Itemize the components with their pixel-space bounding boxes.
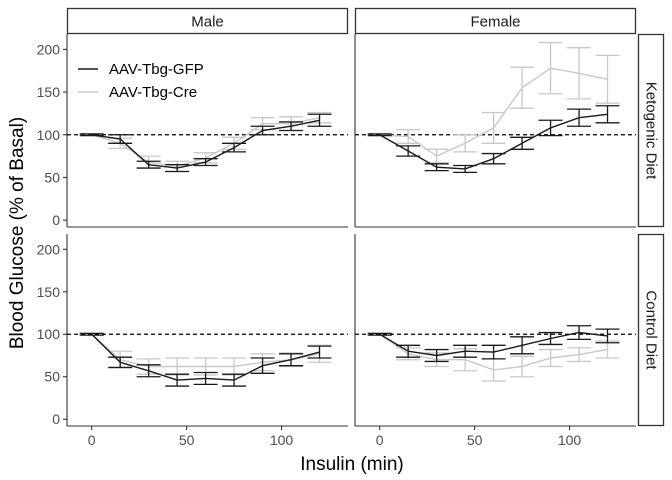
error-bar-aav-tbg-cre-75	[510, 355, 535, 378]
error-bar-aav-tbg-gfp-105	[279, 353, 304, 367]
error-bar-aav-tbg-cre-90	[538, 41, 563, 95]
error-bar-aav-tbg-gfp-0	[367, 332, 392, 336]
error-bar-aav-tbg-gfp-45	[453, 164, 478, 173]
x-tick-label: 50	[179, 432, 195, 448]
error-bar-aav-tbg-gfp-105	[279, 121, 304, 132]
y-tick-label: 200	[37, 241, 61, 257]
error-bar-aav-tbg-gfp-60	[481, 344, 506, 360]
error-bar-aav-tbg-gfp-45	[165, 164, 190, 173]
panel-male-control-diet	[66, 234, 348, 427]
panel-female-control-diet	[354, 234, 636, 427]
error-bar-aav-tbg-gfp-15	[396, 344, 421, 358]
strip-ketogenic-diet	[637, 33, 665, 228]
panel-female-ketogenic-diet	[354, 34, 636, 228]
x-tick-label: 0	[88, 432, 96, 448]
legend-entry-aav-tbg-cre: AAV-Tbg-Cre	[78, 84, 197, 101]
error-bar-aav-tbg-cre-120	[595, 54, 620, 104]
error-bar-aav-tbg-cre-105	[567, 347, 592, 363]
error-bar-aav-tbg-cre-75	[510, 66, 535, 109]
series-aav-tbg-gfp	[367, 105, 620, 173]
error-bar-aav-tbg-gfp-75	[222, 373, 247, 387]
legend: AAV-Tbg-GFP AAV-Tbg-Cre	[78, 61, 204, 101]
legend-label-aav-tbg-gfp: AAV-Tbg-GFP	[109, 61, 204, 78]
error-bar-aav-tbg-gfp-90	[250, 357, 275, 374]
error-bar-aav-tbg-cre-15	[396, 128, 421, 144]
error-bar-aav-tbg-cre-60	[481, 111, 506, 144]
x-tick-label: 100	[270, 432, 294, 448]
series-aav-tbg-cre	[367, 41, 620, 164]
error-bar-aav-tbg-cre-45	[453, 134, 478, 153]
error-bar-aav-tbg-cre-105	[567, 47, 592, 100]
error-bar-aav-tbg-gfp-0	[367, 133, 392, 137]
series-aav-tbg-gfp	[79, 113, 332, 173]
series-aav-tbg-gfp	[367, 325, 620, 363]
x-tick-label: 0	[376, 432, 384, 448]
error-bar-aav-tbg-gfp-120	[595, 328, 620, 344]
x-tick-label: 100	[558, 432, 582, 448]
error-bar-aav-tbg-cre-30	[424, 148, 449, 164]
error-bar-aav-tbg-gfp-120	[307, 113, 332, 127]
strip-label-male: Male	[191, 14, 224, 31]
error-bar-aav-tbg-gfp-75	[510, 136, 535, 150]
error-bar-aav-tbg-gfp-60	[193, 371, 218, 386]
y-tick-label: 200	[37, 41, 61, 57]
error-bar-aav-tbg-gfp-90	[250, 125, 275, 136]
y-tick-label: 50	[44, 169, 60, 185]
strip-label-female: Female	[470, 14, 520, 31]
error-bar-aav-tbg-cre-60	[481, 358, 506, 382]
x-tick-label: 50	[467, 432, 483, 448]
error-bar-aav-tbg-gfp-120	[307, 345, 332, 359]
error-bar-aav-tbg-gfp-105	[567, 325, 592, 340]
error-bar-aav-tbg-gfp-45	[453, 344, 478, 358]
error-bar-aav-tbg-gfp-75	[510, 336, 535, 355]
error-bar-aav-tbg-gfp-90	[538, 119, 563, 137]
error-bar-aav-tbg-gfp-120	[595, 105, 620, 124]
error-bar-aav-tbg-gfp-30	[424, 163, 449, 172]
y-tick-label: 150	[37, 284, 61, 300]
error-bar-aav-tbg-gfp-60	[193, 158, 218, 167]
y-tick-label: 50	[44, 369, 60, 385]
y-tick-label: 100	[37, 127, 61, 143]
legend-label-aav-tbg-cre: AAV-Tbg-Cre	[109, 84, 197, 101]
error-bar-aav-tbg-gfp-30	[136, 364, 161, 378]
y-tick-label: 100	[37, 326, 61, 342]
y-axis-title: Blood Glucose (% of Basal)	[7, 117, 28, 349]
error-bar-aav-tbg-gfp-60	[481, 152, 506, 165]
error-bar-aav-tbg-gfp-30	[424, 348, 449, 363]
error-bar-aav-tbg-cre-120	[595, 340, 620, 359]
error-bar-aav-tbg-gfp-0	[79, 332, 104, 336]
error-bar-aav-tbg-gfp-15	[396, 145, 421, 157]
error-bar-aav-tbg-gfp-75	[222, 142, 247, 153]
strip-female	[354, 7, 637, 35]
error-bar-aav-tbg-gfp-105	[567, 108, 592, 127]
panel-male-ketogenic-diet	[66, 34, 348, 228]
y-tick-label: 0	[52, 212, 60, 228]
strip-male	[66, 7, 349, 35]
error-bar-aav-tbg-cre-90	[538, 348, 563, 368]
series-aav-tbg-gfp	[79, 332, 332, 387]
strip-label-ketogenic-diet: Ketogenic Diet	[643, 82, 660, 180]
error-bar-aav-tbg-gfp-30	[136, 160, 161, 169]
error-bar-aav-tbg-gfp-15	[108, 134, 133, 144]
y-tick-label: 150	[37, 84, 61, 100]
strip-control-diet	[637, 233, 665, 427]
legend-entry-aav-tbg-gfp: AAV-Tbg-GFP	[78, 61, 204, 78]
error-bar-aav-tbg-gfp-0	[79, 133, 104, 137]
strip-label-control-diet: Control Diet	[643, 290, 660, 370]
error-bar-aav-tbg-gfp-15	[108, 356, 133, 369]
error-bar-aav-tbg-gfp-45	[165, 373, 190, 387]
x-axis-title: Insulin (min)	[300, 454, 403, 475]
error-bar-aav-tbg-gfp-90	[538, 331, 563, 346]
y-tick-label: 0	[52, 411, 60, 427]
